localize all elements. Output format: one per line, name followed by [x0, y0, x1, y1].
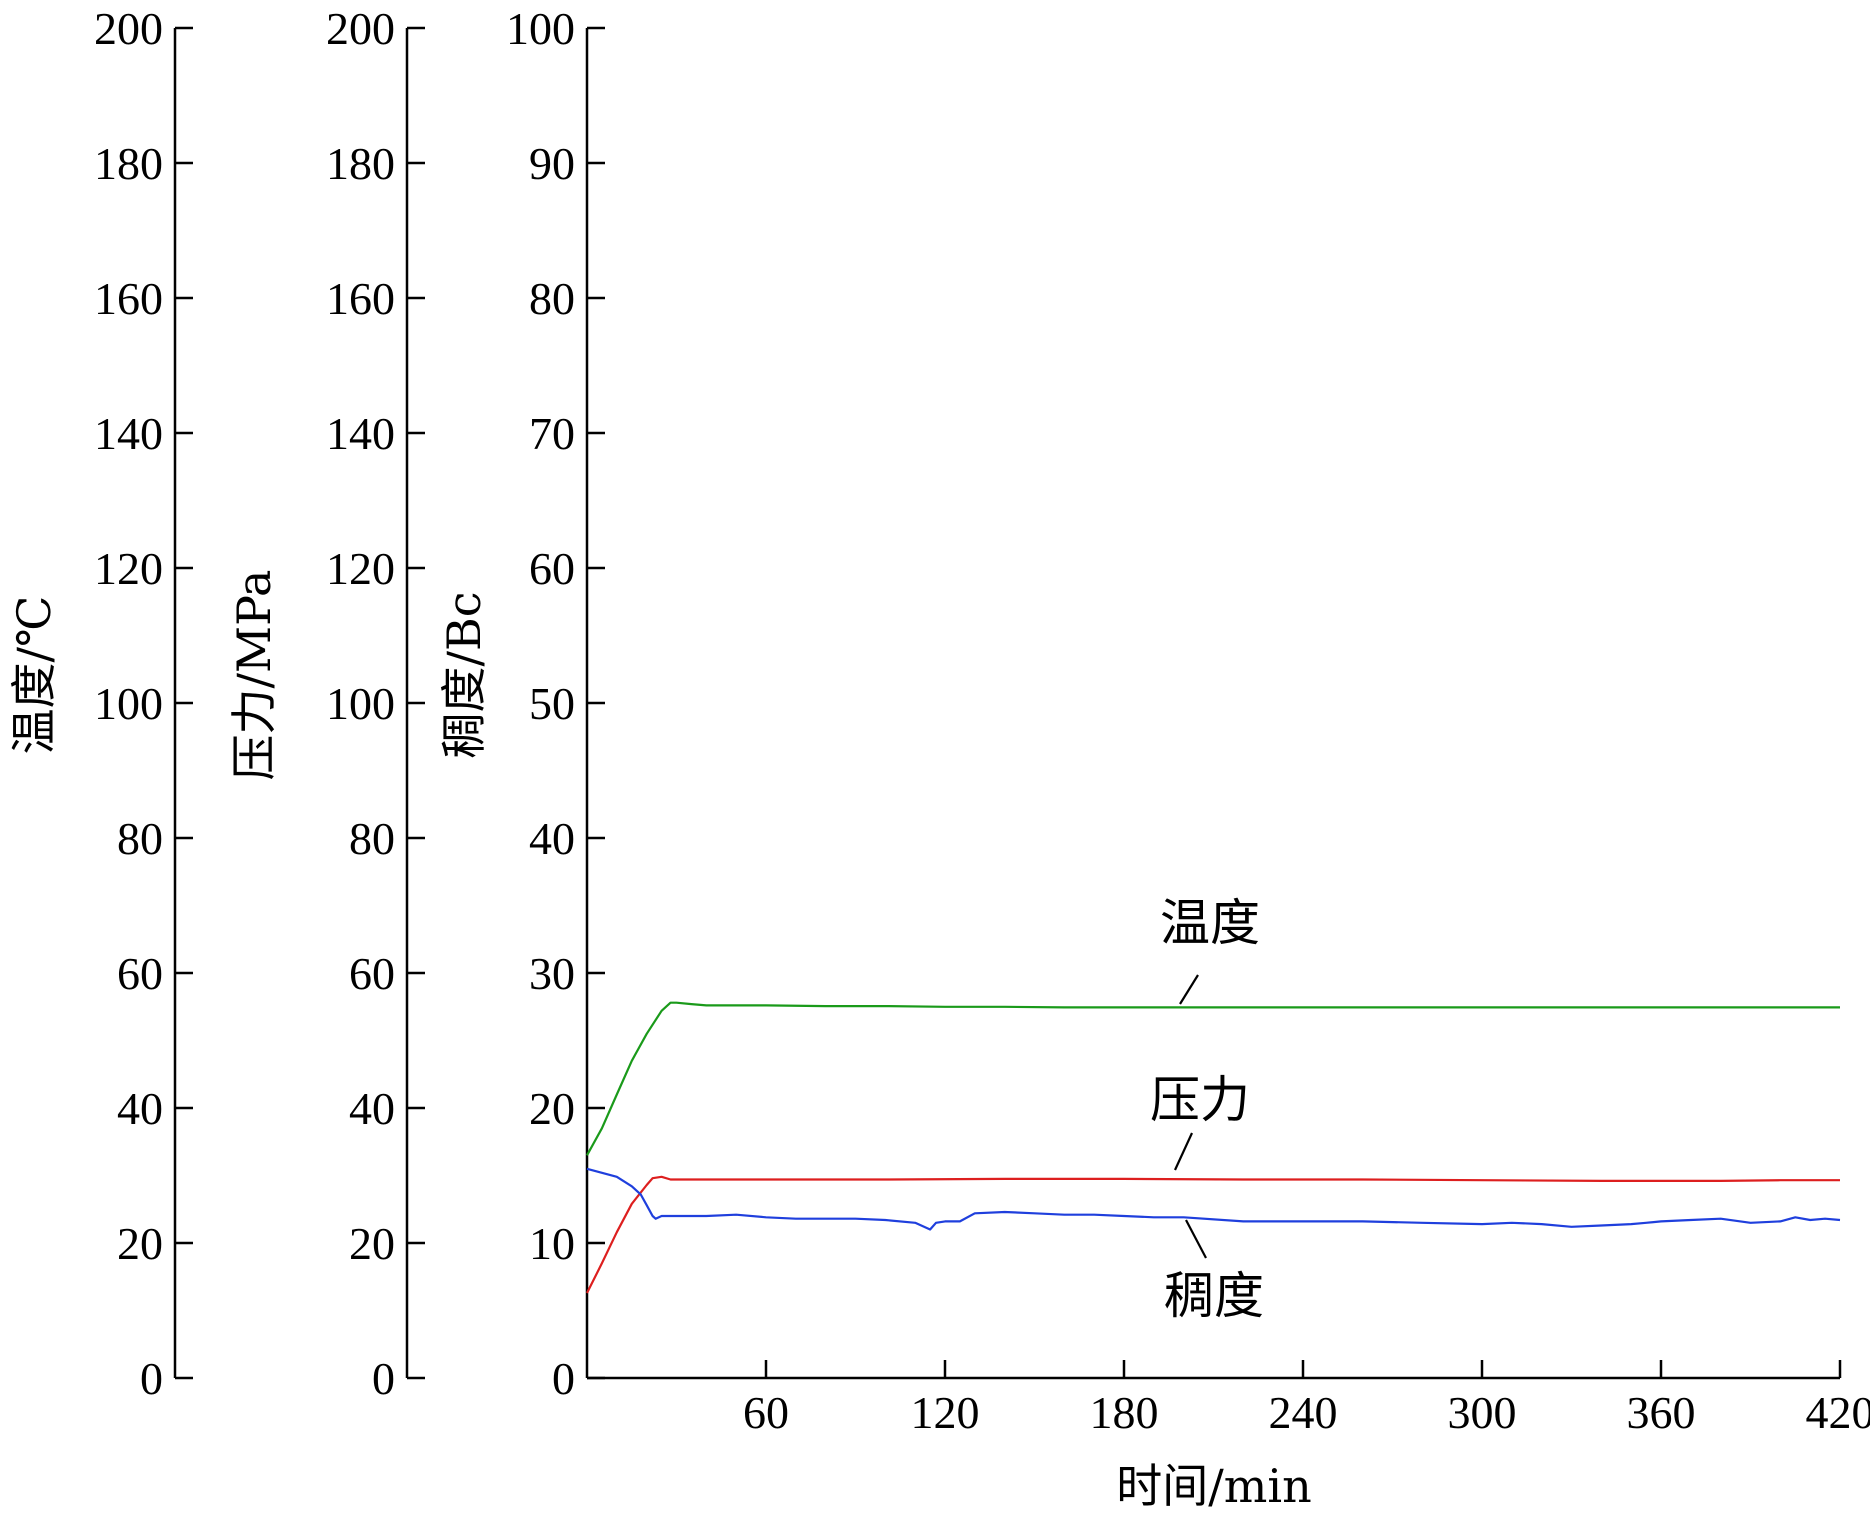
annotation-temperature-leader [1179, 974, 1199, 1005]
consistency-tick-label: 0 [552, 1353, 575, 1404]
pressure-tick-label: 120 [326, 543, 395, 594]
annotation-consistency-leader [1185, 1219, 1207, 1259]
annotation-pressure-label: 压力 [1150, 1071, 1250, 1129]
pressure-tick-label: 40 [349, 1083, 395, 1134]
x-tick-label: 60 [743, 1387, 789, 1438]
consistency-tick-label: 10 [529, 1218, 575, 1269]
x-tick-label: 360 [1627, 1387, 1696, 1438]
pressure-tick-label: 20 [349, 1218, 395, 1269]
series-annotations: 温度 压力 稠度 [1150, 894, 1264, 1325]
pressure-axis-title: 压力/MPa [227, 570, 281, 781]
x-tick-label: 300 [1448, 1387, 1517, 1438]
pressure-tick-label: 100 [326, 678, 395, 729]
temp-tick-label: 120 [94, 543, 163, 594]
pressure-tick-label: 0 [372, 1353, 395, 1404]
consistency-axis-title: 稠度/Bc [437, 591, 491, 758]
x-tick-label: 240 [1269, 1387, 1338, 1438]
consistency-tick-label: 70 [529, 408, 575, 459]
temp-tick-label: 60 [117, 948, 163, 999]
consistency-tick-label: 60 [529, 543, 575, 594]
consistency-axis-ticks: 0 10 20 30 40 50 60 70 80 90 100 [506, 3, 605, 1404]
temperature-axis-ticks: 0 20 40 60 80 100 120 140 160 180 200 [94, 3, 193, 1404]
temperature-axis-title: 温度/℃ [7, 596, 61, 755]
series-pressure-line [586, 1175, 1840, 1294]
series-group [586, 1001, 1841, 1294]
consistency-tick-label: 40 [529, 813, 575, 864]
x-axis-ticks: 60 120 180 240 300 360 420 [743, 1360, 1870, 1438]
pressure-tick-label: 60 [349, 948, 395, 999]
temp-tick-label: 40 [117, 1083, 163, 1134]
temp-tick-label: 0 [140, 1353, 163, 1404]
pressure-tick-label: 160 [326, 273, 395, 324]
consistency-tick-label: 90 [529, 138, 575, 189]
temp-tick-label: 140 [94, 408, 163, 459]
pressure-tick-label: 80 [349, 813, 395, 864]
pressure-tick-label: 200 [326, 3, 395, 54]
annotation-temperature-label: 温度 [1160, 894, 1260, 952]
temp-tick-label: 160 [94, 273, 163, 324]
consistency-tick-label: 50 [529, 678, 575, 729]
x-tick-label: 420 [1806, 1387, 1870, 1438]
consistency-tick-label: 30 [529, 948, 575, 999]
annotation-pressure-leader [1174, 1132, 1193, 1171]
consistency-tick-label: 80 [529, 273, 575, 324]
x-tick-label: 180 [1090, 1387, 1159, 1438]
consistency-tick-label: 20 [529, 1083, 575, 1134]
temp-tick-label: 200 [94, 3, 163, 54]
pressure-tick-label: 140 [326, 408, 395, 459]
temp-tick-label: 100 [94, 678, 163, 729]
series-temperature-line [586, 1001, 1840, 1156]
series-consistency-line [586, 1167, 1841, 1231]
consistency-tick-label: 100 [506, 3, 575, 54]
x-axis-title: 时间/min [1116, 1459, 1311, 1513]
temp-tick-label: 20 [117, 1218, 163, 1269]
annotation-consistency-label: 稠度 [1164, 1267, 1264, 1325]
temp-tick-label: 80 [117, 813, 163, 864]
x-tick-label: 120 [911, 1387, 980, 1438]
temp-tick-label: 180 [94, 138, 163, 189]
pressure-tick-label: 180 [326, 138, 395, 189]
pressure-axis-ticks: 0 20 40 60 80 100 120 140 160 180 200 [326, 3, 425, 1404]
